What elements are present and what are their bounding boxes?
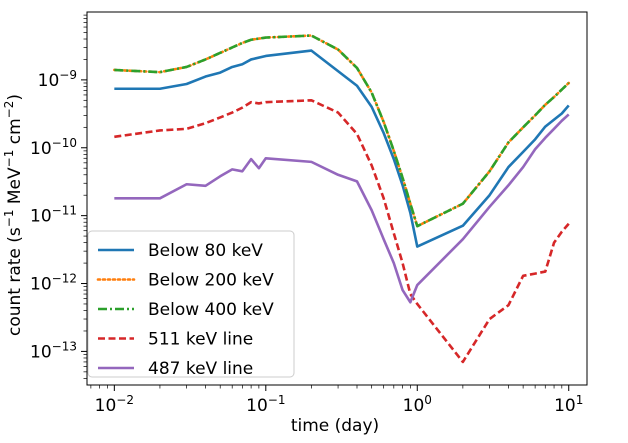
y-tick-label: 10−9 (38, 68, 77, 91)
series-line-1 (114, 49, 570, 248)
legend-label: 487 keV line (148, 359, 253, 379)
series-line-5 (114, 113, 570, 304)
legend-label: 511 keV line (148, 330, 253, 350)
y-axis-label: count rate (s−1 MeV−1 cm−2) (2, 94, 25, 336)
y-tick-label: 10−10 (30, 136, 77, 159)
legend-label: Below 200 keV (148, 271, 274, 291)
legend-label: Below 400 keV (148, 300, 274, 320)
x-axis: 10−2 10−1 100 101 (90, 385, 583, 416)
y-tick-label: 10−13 (30, 339, 77, 362)
series-layer (113, 34, 571, 364)
x-tick-label: 100 (403, 393, 432, 416)
x-tick-label: 10−2 (95, 393, 134, 416)
y-tick-label: 10−12 (30, 272, 77, 295)
x-tick-label: 101 (554, 393, 583, 416)
y-axis: 10−13 10−12 10−11 10−10 10−9 (30, 14, 87, 379)
x-axis-label: time (day) (291, 416, 379, 436)
legend: Below 80 keV Below 200 keV Below 400 keV 51… (87, 230, 295, 379)
x-tick-label: 10−1 (246, 393, 285, 416)
plot-frame (86, 11, 588, 386)
y-tick-label: 10−11 (30, 204, 77, 227)
legend-label: Below 80 keV (148, 241, 263, 261)
legend-box (87, 230, 295, 378)
